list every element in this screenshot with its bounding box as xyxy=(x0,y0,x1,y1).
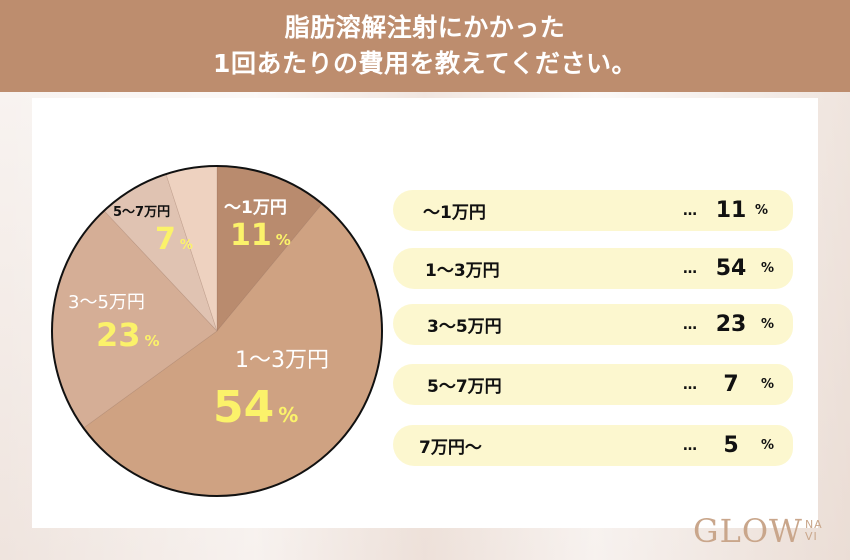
legend-row-unit: % xyxy=(761,261,775,276)
legend-row-value: 5 xyxy=(723,433,739,458)
legend-row: 1〜3万円 … 54 % xyxy=(393,248,793,289)
header-banner: 脂肪溶解注射にかかった 1回あたりの費用を教えてください。 xyxy=(0,0,850,92)
legend-row-dots: … xyxy=(683,316,697,333)
legend-row: 7万円〜 … 5 % xyxy=(393,425,793,466)
legend-row-value: 11 xyxy=(715,198,747,223)
legend-row-label: 〜1万円 xyxy=(423,203,486,223)
legend-row: 3〜5万円 … 23 % xyxy=(393,304,793,345)
logo-sub-top: NA xyxy=(804,518,823,531)
legend-row-label: 7万円〜 xyxy=(419,438,482,458)
page-title-line-1: 脂肪溶解注射にかかった xyxy=(284,13,566,42)
legend-row: 〜1万円 … 11 % xyxy=(393,190,793,231)
pie-label-category: 〜1万円 xyxy=(224,198,287,218)
legend-row-label: 1〜3万円 xyxy=(425,261,500,281)
logo-sub: NA VI xyxy=(805,519,823,543)
legend-row-value: 23 xyxy=(715,312,747,337)
legend-row-unit: % xyxy=(761,438,775,453)
legend-row-label: 3〜5万円 xyxy=(427,317,502,337)
pie-label-category: 1〜3万円 xyxy=(235,348,329,373)
pie-label-category: 3〜5万円 xyxy=(68,292,145,313)
legend-row-unit: % xyxy=(761,377,775,392)
legend-row-value: 7 xyxy=(723,372,739,397)
legend-row: 5〜7万円 … 7 % xyxy=(393,364,793,405)
pie-label-percent: 7% xyxy=(155,222,193,257)
page-title-line-2: 1回あたりの費用を教えてください。 xyxy=(213,49,637,78)
legend-row-dots: … xyxy=(683,376,697,393)
legend-row-value: 54 xyxy=(715,256,747,281)
pie-label-category: 5〜7万円 xyxy=(113,205,171,220)
legend-row-label: 5〜7万円 xyxy=(427,377,502,397)
glow-navi-logo: GLOW NA VI xyxy=(693,512,823,550)
legend-row-dots: … xyxy=(683,437,697,454)
legend-row-dots: … xyxy=(683,202,697,219)
legend-row-unit: % xyxy=(761,317,775,332)
logo-main-text: GLOW xyxy=(693,512,803,550)
legend-row-unit: % xyxy=(755,203,769,218)
logo-sub-bottom: VI xyxy=(804,530,818,543)
pie-label-percent: 54% xyxy=(213,382,299,433)
pie-label-5-7man: 5〜7万円 7% xyxy=(113,201,193,257)
pie-label-1-3man: 1〜3万円 54% xyxy=(213,342,329,433)
pie-label-percent: 23% xyxy=(96,316,160,354)
pie-label-percent: 11% xyxy=(230,218,291,253)
legend-row-dots: … xyxy=(683,260,697,277)
pie-label-3-5man: 3〜5万円 23% xyxy=(68,288,160,354)
pie-label-under-1man: 〜1万円 11% xyxy=(224,193,291,253)
